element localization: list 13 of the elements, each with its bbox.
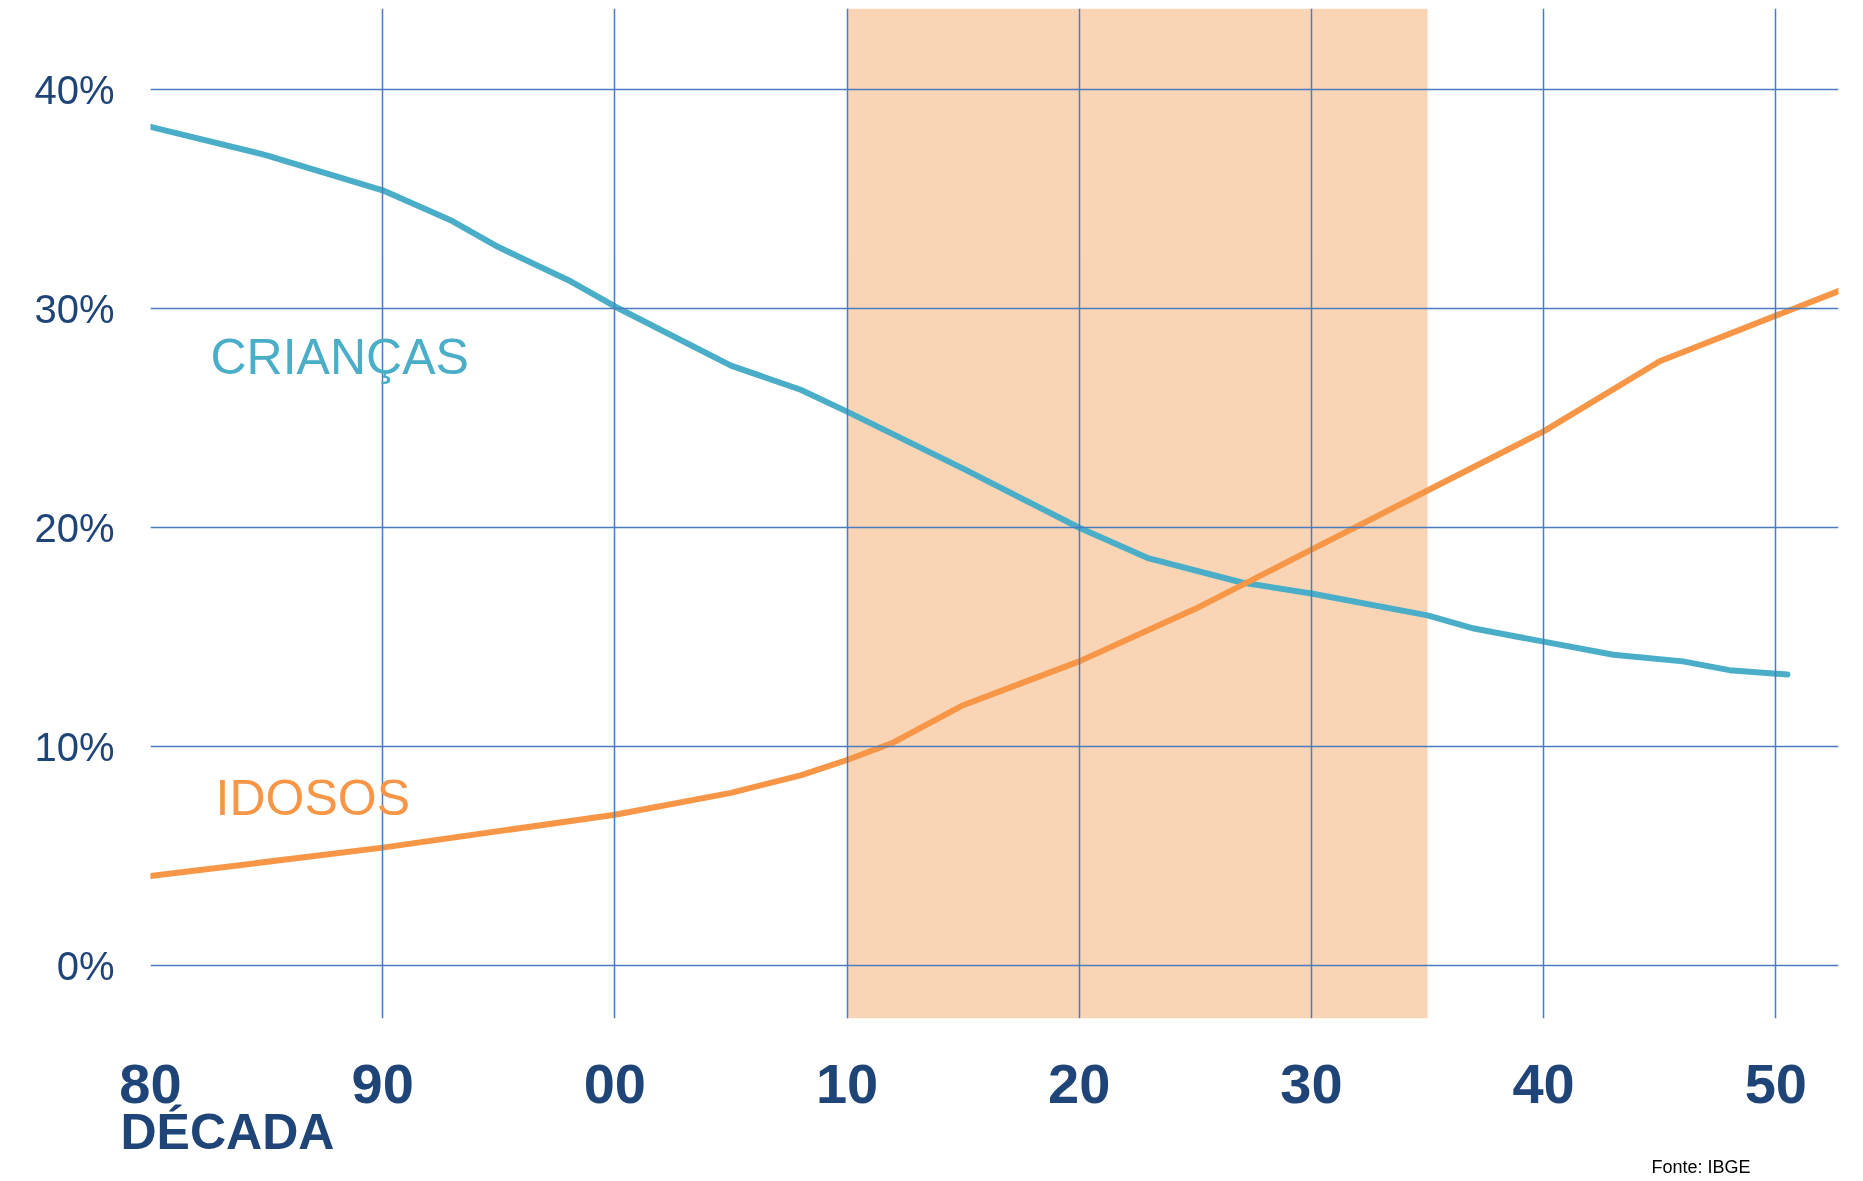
- y-tick-label: 20%: [34, 505, 115, 550]
- x-tick-label: 00: [583, 1051, 647, 1115]
- y-tick-label: 10%: [34, 724, 115, 769]
- x-tick-label: 90: [351, 1051, 414, 1115]
- x-tick-label: 30: [1280, 1051, 1343, 1115]
- y-tick-label: 0%: [56, 943, 115, 988]
- x-tick-label: 20: [1048, 1051, 1111, 1115]
- y-tick-label: 40%: [34, 67, 115, 112]
- x-tick-label: 50: [1744, 1051, 1807, 1115]
- x-tick-label: 10: [815, 1051, 879, 1115]
- x-tick-label: 40: [1512, 1051, 1575, 1115]
- y-tick-label: 30%: [34, 286, 115, 331]
- source-note: Fonte: IBGE: [1651, 1156, 1751, 1177]
